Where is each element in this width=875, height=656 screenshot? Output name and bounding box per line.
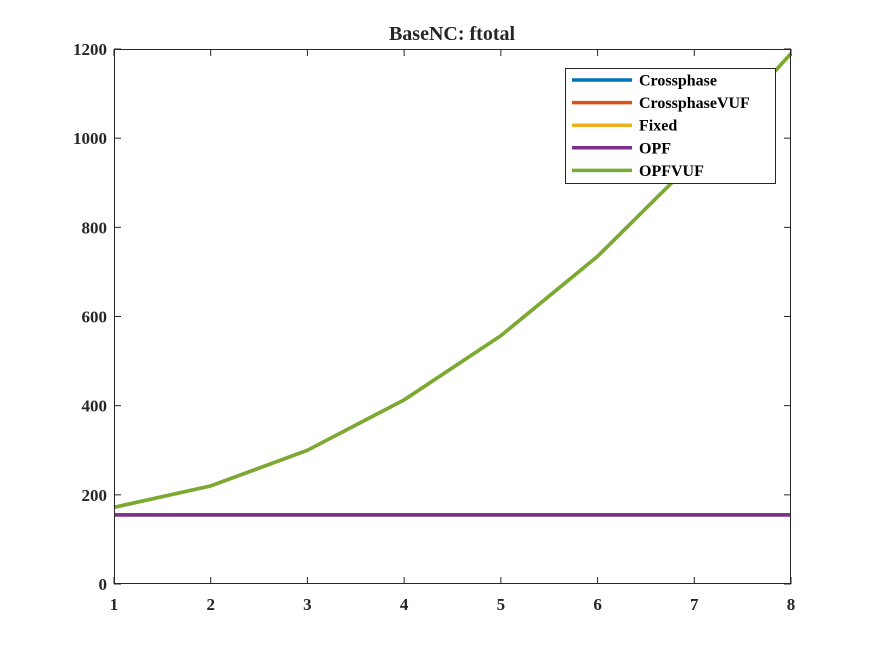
x-tick-label-3: 4	[400, 595, 409, 614]
x-tick-label-1: 2	[206, 595, 215, 614]
x-tick-label-0: 1	[110, 595, 119, 614]
y-tick-label-3: 600	[82, 308, 108, 327]
y-tick-label-1: 200	[82, 486, 108, 505]
legend-label-fixed: Fixed	[639, 118, 677, 135]
x-tick-label-6: 7	[690, 595, 699, 614]
ticks-layer: 1 2 3 4 5 6 7 8 0 200 400 600 800 1000 1200	[73, 40, 795, 614]
y-tick-label-4: 800	[82, 218, 108, 237]
legend-label-opfvuf: OPFVUF	[639, 163, 704, 180]
x-tick-label-7: 8	[787, 595, 796, 614]
chart-title: BaseNC: ftotal	[389, 23, 516, 45]
x-tick-label-2: 3	[303, 595, 312, 614]
legend-label-opf: OPF	[639, 140, 671, 157]
y-tick-label-6: 1200	[73, 40, 107, 59]
y-tick-label-5: 1000	[73, 129, 107, 148]
legend-label-crossphasevuf: CrossphaseVUF	[639, 95, 750, 112]
legend-label-crossphase: Crossphase	[639, 73, 717, 90]
x-tick-label-4: 5	[497, 595, 506, 614]
x-tick-label-5: 6	[593, 595, 602, 614]
y-tick-label-2: 400	[82, 397, 108, 416]
y-tick-label-0: 0	[99, 575, 108, 594]
legend: Crossphase CrossphaseVUF Fixed OPF OPFVUF	[565, 68, 776, 184]
